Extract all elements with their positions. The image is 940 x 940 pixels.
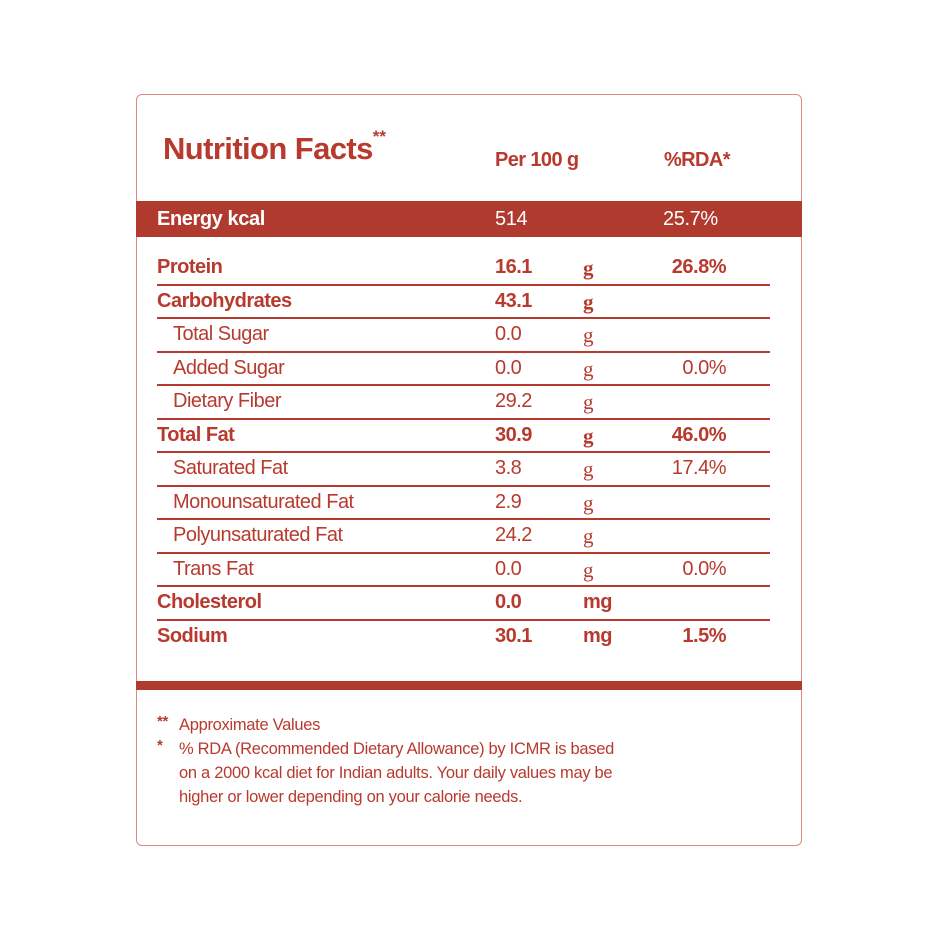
nutrient-rda: 0.0% — [682, 557, 726, 580]
nutrient-rda: 26.8% — [671, 256, 727, 278]
footnote-line: on a 2000 kcal diet for Indian adults. Y… — [157, 761, 757, 785]
nutrient-label: Trans Fat — [173, 557, 254, 580]
nutrient-value: 16.1 — [495, 256, 532, 278]
nutrient-row: Trans Fat 0.0 g 0.0% — [157, 554, 770, 587]
nutrient-value: 0.0 — [495, 557, 522, 580]
footnote-text: Approximate Values — [179, 716, 321, 734]
nutrient-value: 24.2 — [495, 524, 532, 546]
energy-label: Energy kcal — [157, 208, 265, 230]
nutrient-unit: g — [583, 557, 594, 582]
nutrient-rda: 0.0% — [682, 356, 726, 379]
footnote-text: % RDA (Recommended Dietary Allowance) by… — [179, 740, 614, 758]
nutrient-unit: g — [583, 490, 594, 515]
divider-band — [136, 681, 802, 690]
nutrient-label: Protein — [157, 256, 223, 278]
nutrient-row: Carbohydrates 43.1 g — [157, 286, 770, 319]
nutrient-label: Monounsaturated Fat — [173, 490, 354, 513]
nutrient-unit: mg — [583, 591, 613, 613]
footnote-marker: ** — [157, 713, 169, 730]
nutrient-row: Saturated Fat 3.8 g 17.4% — [157, 453, 770, 487]
nutrient-label: Total Sugar — [173, 323, 269, 345]
nutrient-value: 43.1 — [495, 289, 532, 312]
nutrient-label: Polyunsaturated Fat — [173, 524, 343, 546]
nutrient-rda: 46.0% — [671, 423, 727, 446]
footnote-line: higher or lower depending on your calori… — [157, 785, 757, 809]
nutrient-unit: g — [583, 256, 594, 280]
nutrient-value: 0.0 — [495, 591, 522, 613]
footnote-text: higher or lower depending on your calori… — [179, 788, 523, 806]
nutrient-unit: mg — [583, 624, 613, 647]
nutrient-row: Total Fat 30.9 g 46.0% — [157, 420, 770, 453]
nutrient-row: Polyunsaturated Fat 24.2 g — [157, 520, 770, 554]
nutrient-rda: 1.5% — [682, 624, 726, 647]
nutrient-row: Monounsaturated Fat 2.9 g — [157, 487, 770, 520]
title-footnote-marker: ** — [372, 127, 386, 146]
nutrient-rda: 17.4% — [671, 457, 727, 479]
nutrient-row: Protein 16.1 g 26.8% — [157, 252, 770, 286]
column-header-per-100g: Per 100 g — [495, 149, 579, 171]
nutrient-unit: g — [583, 457, 594, 481]
energy-row: Energy kcal 514 25.7% — [136, 201, 802, 237]
energy-rda: 25.7% — [663, 208, 718, 230]
nutrient-label: Total Fat — [157, 423, 235, 446]
nutrient-unit: g — [583, 289, 594, 314]
footnote-text: on a 2000 kcal diet for Indian adults. Y… — [179, 764, 613, 782]
title-text: Nutrition Facts — [163, 131, 373, 166]
footnote-line: ** Approximate Values — [157, 713, 757, 737]
nutrient-unit: g — [583, 323, 594, 347]
nutrient-value: 2.9 — [495, 490, 522, 513]
nutrient-value: 0.0 — [495, 356, 522, 379]
nutrient-label: Added Sugar — [173, 356, 285, 379]
energy-value: 514 — [495, 208, 528, 230]
nutrition-facts-panel: Nutrition Facts** Per 100 g %RDA* Energy… — [136, 94, 802, 846]
nutrient-unit: g — [583, 423, 594, 448]
nutrient-label: Carbohydrates — [157, 289, 292, 312]
nutrient-row: Added Sugar 0.0 g 0.0% — [157, 353, 770, 386]
footnote-marker: * — [157, 737, 163, 754]
nutrient-value: 29.2 — [495, 390, 532, 412]
footnotes: ** Approximate Values * % RDA (Recommended … — [157, 713, 757, 809]
column-header-rda: %RDA* — [664, 149, 731, 171]
nutrient-unit: g — [583, 524, 594, 548]
nutrient-label: Dietary Fiber — [173, 390, 281, 412]
nutrient-unit: g — [583, 356, 594, 381]
nutrient-row: Dietary Fiber 29.2 g — [157, 386, 770, 420]
nutrient-value: 30.1 — [495, 624, 532, 647]
nutrient-row: Cholesterol 0.0 mg — [157, 587, 770, 621]
nutrient-value: 3.8 — [495, 457, 522, 479]
nutrient-label: Sodium — [157, 624, 228, 647]
footnote-line: * % RDA (Recommended Dietary Allowance) b… — [157, 737, 757, 761]
nutrition-title: Nutrition Facts** — [163, 127, 386, 167]
nutrient-value: 0.0 — [495, 323, 522, 345]
nutrient-row: Total Sugar 0.0 g — [157, 319, 770, 353]
nutrient-row: Sodium 30.1 mg 1.5% — [157, 621, 770, 653]
nutrient-value: 30.9 — [495, 423, 532, 446]
nutrient-label: Cholesterol — [157, 591, 262, 613]
nutrient-table: Protein 16.1 g 26.8% Carbohydrates 43.1 g Total… — [157, 252, 770, 652]
nutrient-label: Saturated Fat — [173, 457, 288, 479]
nutrient-unit: g — [583, 390, 594, 414]
